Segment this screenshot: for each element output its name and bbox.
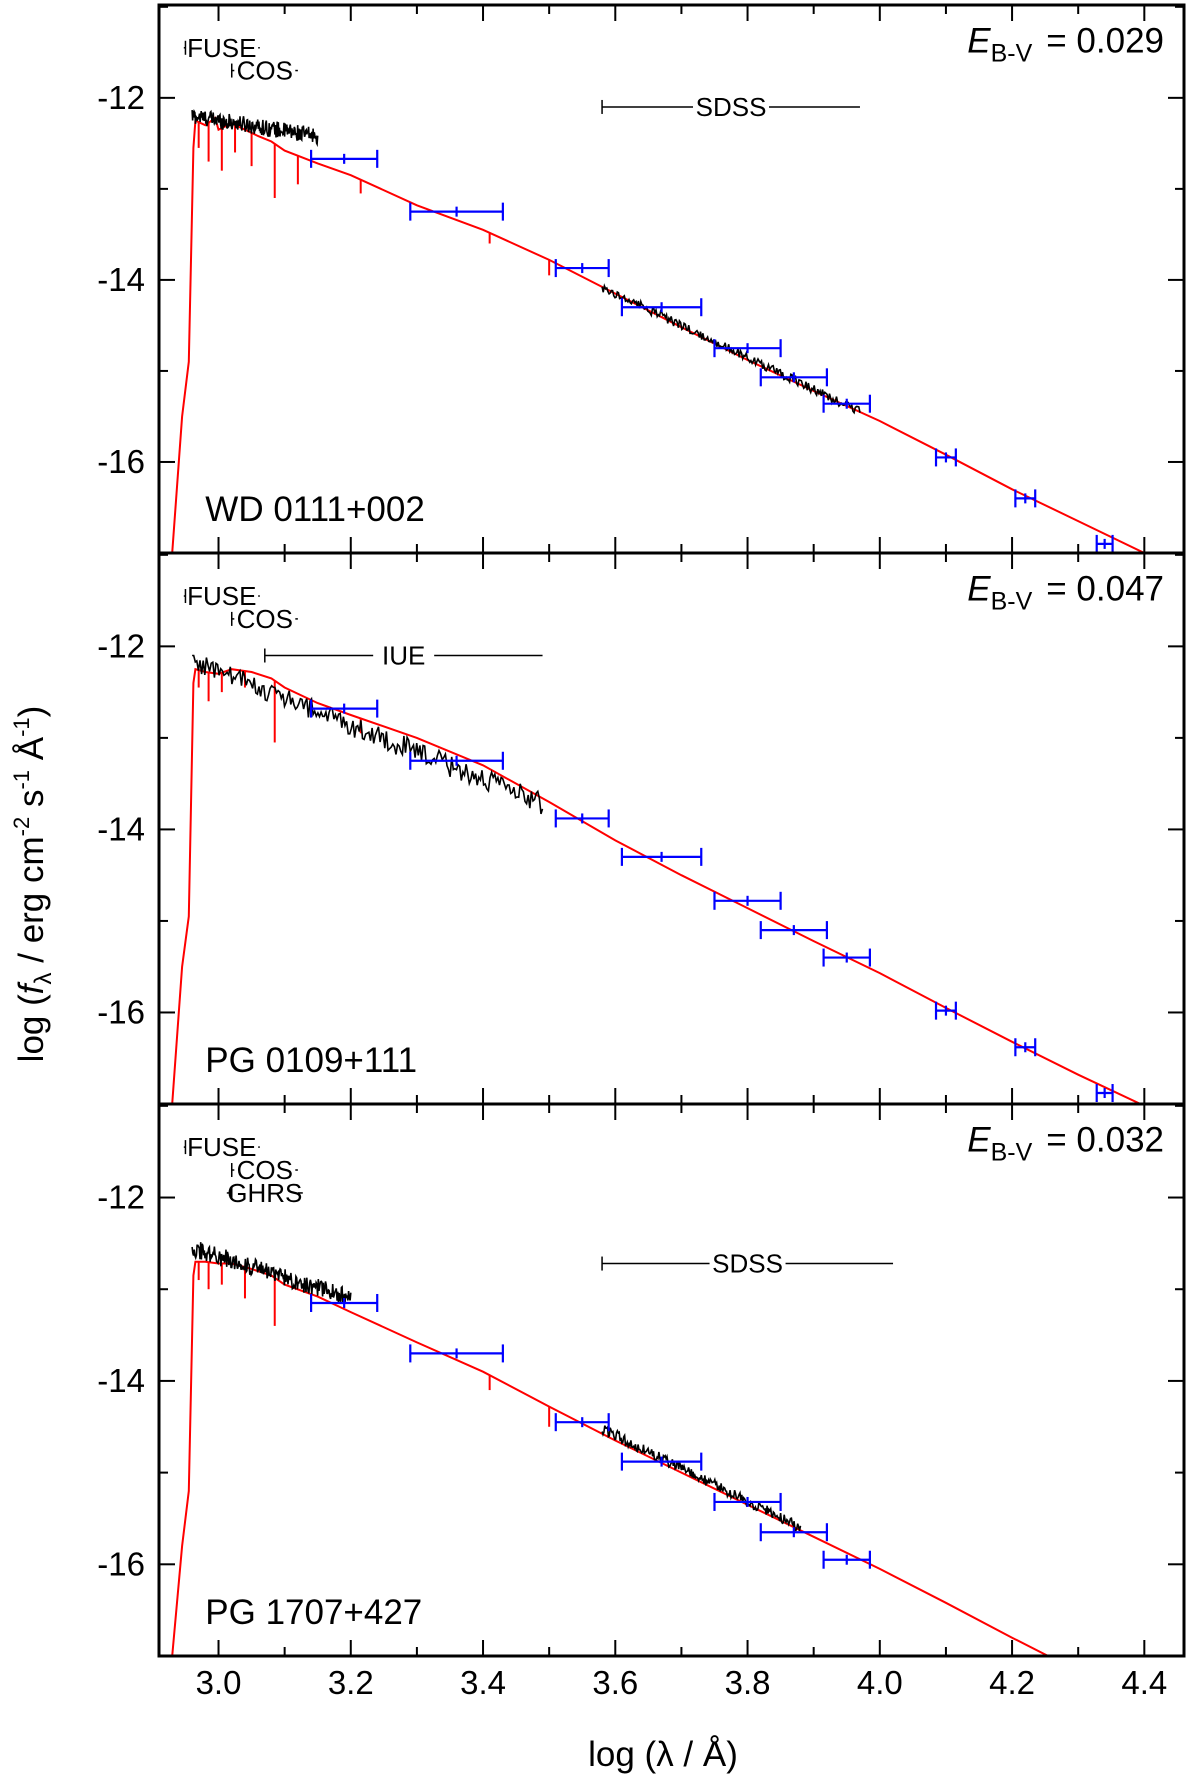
photometry-point — [1095, 1084, 1114, 1103]
photometry-point — [934, 1001, 957, 1020]
observed-spectrum-1 — [192, 654, 544, 815]
ebv-value: = 0.029 — [1046, 21, 1164, 60]
y-axis-label-unit1: / erg cm — [12, 836, 51, 972]
y-axis-label-post: ) — [12, 706, 51, 718]
panel-plot-area — [171, 1242, 1051, 1656]
model-spectrum-line — [171, 116, 1145, 553]
star-name-label: PG 0109+111 — [205, 1041, 417, 1080]
photometry-point — [713, 1492, 782, 1511]
x-axis-label: log (λ / Å) — [588, 1735, 738, 1774]
y-axis-label-pre: log ( — [12, 994, 51, 1062]
ebv-e: E — [967, 1121, 991, 1160]
instrument-label: COS — [237, 604, 293, 634]
ebv-subscript: B-V — [991, 1139, 1033, 1167]
ebv-e: E — [967, 21, 991, 60]
photometry-point — [554, 1413, 610, 1432]
instrument-label: COS — [237, 56, 293, 86]
y-axis-label-unit2: s — [12, 790, 51, 817]
ebv-label: EB-V = 0.032 — [967, 1121, 1164, 1167]
y-tick-label: -14 — [97, 1362, 145, 1399]
photometry-point — [1014, 489, 1037, 508]
photometry-point — [309, 699, 379, 718]
photometry-point — [309, 1293, 379, 1312]
x-tick-label: 4.2 — [989, 1664, 1035, 1701]
x-tick-label: 3.4 — [460, 1664, 506, 1701]
y-tick-label: -12 — [97, 1179, 145, 1216]
panel-frame — [157, 1102, 1186, 1658]
photometry-point — [554, 259, 610, 278]
photometry-point — [1014, 1038, 1037, 1057]
instrument-label: COS — [237, 1155, 293, 1185]
y-tick-label: -16 — [97, 443, 145, 480]
photometry-point — [822, 394, 871, 413]
instrument-label: SDSS — [696, 92, 767, 122]
photometry-point — [409, 1344, 504, 1363]
photometry-point — [713, 891, 782, 910]
ebv-label: EB-V = 0.047 — [967, 570, 1164, 616]
y-axis-label-exp2: -1 — [9, 770, 34, 790]
star-name-label: PG 1707+427 — [205, 1593, 422, 1632]
photometry-point — [620, 1452, 703, 1471]
x-tick-label: 3.0 — [196, 1664, 242, 1701]
star-name-label: WD 0111+002 — [205, 490, 425, 529]
y-tick-label: -16 — [97, 993, 145, 1030]
x-tick-label: 3.6 — [592, 1664, 638, 1701]
observed-spectrum-2 — [601, 1425, 802, 1532]
photometry-point — [309, 149, 379, 168]
x-tick-label: 4.4 — [1121, 1664, 1167, 1701]
ebv-e: E — [967, 570, 991, 609]
ebv-value: = 0.047 — [1046, 570, 1164, 609]
photometry-point — [409, 751, 504, 770]
instrument-label: FUSE — [187, 581, 256, 611]
instrument-label: IUE — [382, 641, 425, 671]
y-axis-label-exp3: -1 — [9, 717, 34, 737]
x-tick-label: 4.0 — [857, 1664, 903, 1701]
photometry-point — [554, 809, 610, 828]
model-spectrum-line — [171, 1260, 1051, 1656]
y-tick-label: -12 — [97, 79, 145, 116]
y-tick-label: -12 — [97, 627, 145, 664]
y-axis-label-lambda: λ — [30, 972, 57, 984]
photometry-point — [759, 921, 829, 940]
y-tick-label: -14 — [97, 810, 145, 847]
instrument-label: FUSE — [187, 33, 256, 63]
instrument-label: SDSS — [712, 1249, 783, 1279]
photometry-point — [1095, 534, 1114, 553]
photometry-point — [822, 948, 871, 967]
instrument-label: FUSE — [187, 1132, 256, 1162]
ebv-value: = 0.032 — [1046, 1121, 1164, 1160]
photometry-point — [620, 298, 703, 317]
y-axis-label-unit3: Å — [12, 736, 51, 770]
instrument-label: GHRS — [227, 1178, 302, 1208]
ebv-subscript: B-V — [991, 39, 1033, 67]
panel-frame — [157, 551, 1186, 1106]
x-tick-label: 3.2 — [328, 1664, 374, 1701]
x-tick-label: 3.8 — [725, 1664, 771, 1701]
panel-plot-area — [171, 108, 1145, 553]
y-tick-label: -14 — [97, 261, 145, 298]
y-axis-label-exp1: -2 — [9, 817, 34, 837]
observed-spectrum-1 — [191, 1242, 352, 1305]
ebv-label: EB-V = 0.029 — [967, 21, 1164, 67]
photometry-point — [822, 1550, 871, 1569]
photometry-point — [759, 368, 829, 387]
observed-spectrum-2 — [601, 283, 861, 415]
photometry-point — [620, 847, 703, 866]
y-axis-label: log (fλ / erg cm-2 s-1 Å-1) — [9, 706, 57, 1063]
photometry-point — [934, 448, 957, 467]
panel-frame — [157, 3, 1186, 555]
y-tick-label: -16 — [97, 1545, 145, 1582]
observed-spectrum-1 — [191, 108, 319, 148]
model-spectrum-line — [171, 667, 1143, 1104]
photometry-point — [759, 1523, 829, 1542]
photometry-point — [713, 339, 782, 358]
panel-plot-area — [171, 654, 1143, 1104]
ebv-subscript: B-V — [991, 588, 1033, 616]
photometry-point — [409, 202, 504, 221]
